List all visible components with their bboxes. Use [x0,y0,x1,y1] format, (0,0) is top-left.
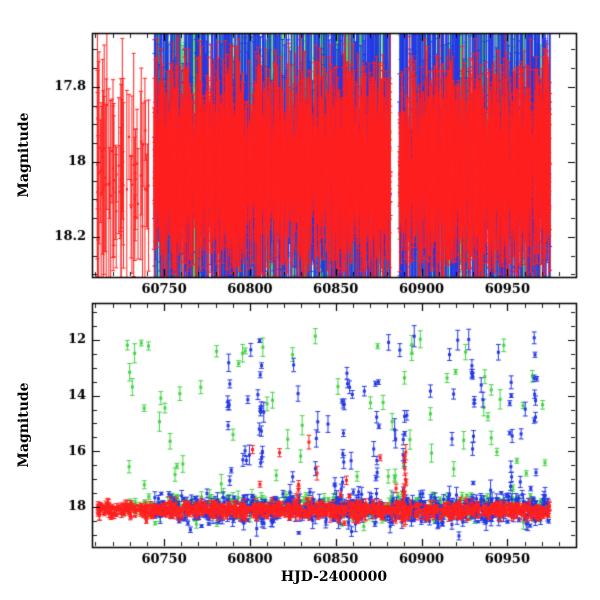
top-y-axis-label: Magnitude [16,112,32,198]
x-axis-label: HJD-2400000 [280,569,388,585]
bottom-y-axis-label: Magnitude [16,382,32,468]
